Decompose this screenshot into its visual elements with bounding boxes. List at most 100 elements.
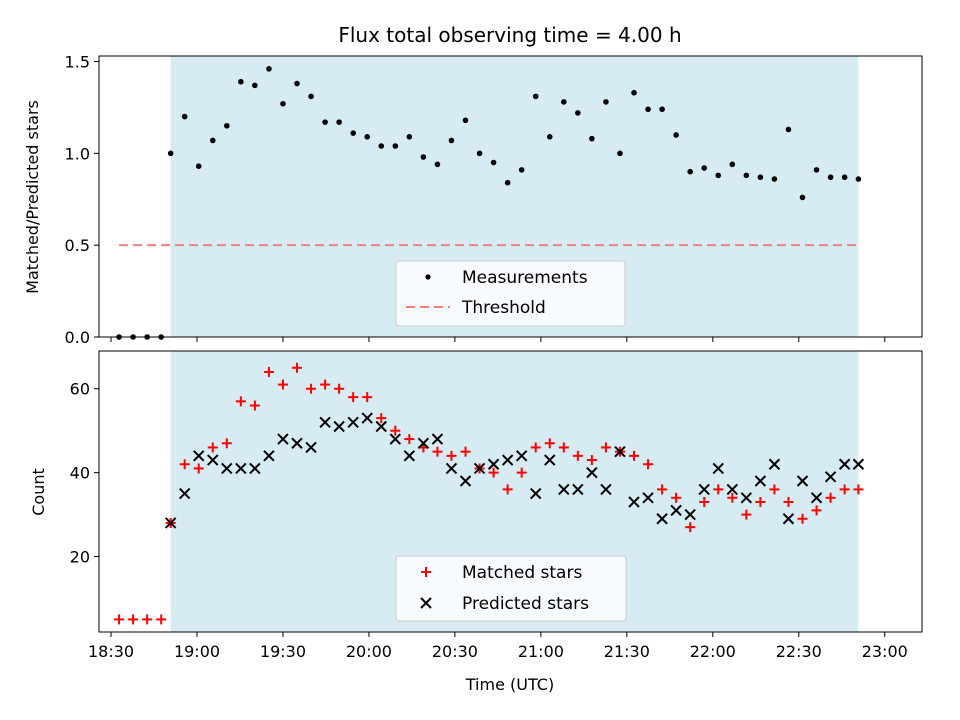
predicted-star-point bbox=[361, 412, 373, 424]
predicted-star-point bbox=[768, 458, 781, 470]
predicted-star-point bbox=[810, 492, 823, 504]
matched-star-point bbox=[263, 366, 274, 377]
matched-star-point bbox=[502, 484, 513, 495]
predicted-star-point bbox=[277, 433, 289, 445]
measurement-point bbox=[294, 80, 300, 87]
predicted-star-point bbox=[515, 450, 528, 462]
measurement-point bbox=[561, 99, 567, 105]
predicted-star-point bbox=[572, 483, 584, 496]
predicted-star-point bbox=[642, 492, 654, 504]
measurement-point bbox=[209, 137, 216, 144]
predicted-star-point bbox=[333, 420, 345, 433]
predicted-star-point bbox=[305, 441, 317, 454]
matched-star-point bbox=[685, 522, 696, 533]
measurement-point bbox=[167, 150, 174, 157]
predicted-star-point bbox=[754, 475, 767, 487]
measurement-point bbox=[729, 161, 736, 168]
matched-star-point bbox=[671, 492, 682, 503]
y-tick-label: 1.0 bbox=[65, 144, 90, 163]
measurement-point bbox=[224, 122, 230, 129]
matched-star-point bbox=[114, 614, 125, 625]
matched-star-point bbox=[193, 463, 204, 474]
predicted-star-point bbox=[347, 416, 359, 429]
measurement-point bbox=[420, 154, 427, 160]
matched-star-point bbox=[460, 446, 471, 457]
matched-star-point bbox=[783, 496, 794, 507]
measurement-point bbox=[617, 150, 623, 157]
measurement-point bbox=[364, 134, 371, 140]
measurement-point bbox=[589, 135, 595, 142]
predicted-star-point bbox=[670, 504, 682, 517]
matched-star-point bbox=[643, 459, 654, 470]
x-axis-label: Time (UTC) bbox=[465, 675, 554, 694]
legend-predicted-label: Predicted stars bbox=[462, 594, 589, 614]
legend-plus-glyph bbox=[421, 567, 431, 577]
ratio-legend: Measurements Threshold bbox=[395, 260, 626, 327]
y-tick-label: 1.5 bbox=[65, 53, 90, 72]
x-tick-label: 18:30 bbox=[88, 642, 134, 661]
predicted-star-point bbox=[824, 471, 837, 483]
count-panel: 20 40 60 18:30 19:00 19:30 20:00 20:30 21:00 21:3… bbox=[29, 350, 923, 694]
x-tick-label: 23:00 bbox=[862, 642, 908, 661]
measurement-point bbox=[322, 119, 328, 125]
predicted-star-point bbox=[193, 450, 205, 462]
matched-star-point bbox=[446, 450, 457, 461]
measurement-point bbox=[771, 176, 778, 182]
y-tick-label: 40 bbox=[70, 464, 90, 483]
predicted-star-point bbox=[249, 462, 261, 475]
measurement-point bbox=[266, 66, 272, 72]
matched-star-point bbox=[544, 438, 555, 449]
matched-star-point bbox=[348, 392, 359, 403]
y-tick-label: 60 bbox=[70, 380, 90, 399]
ratio-panel-frame bbox=[98, 55, 923, 338]
matched-star-point bbox=[376, 413, 387, 424]
ratio-legend-box bbox=[395, 260, 626, 327]
matched-star-point bbox=[235, 396, 246, 407]
x-tick-label: 22:30 bbox=[776, 642, 822, 661]
measurement-point bbox=[546, 134, 553, 140]
measurement-point bbox=[518, 167, 525, 173]
measurement-point bbox=[476, 150, 483, 157]
measurement-point bbox=[181, 113, 188, 120]
matched-star-point bbox=[727, 492, 738, 503]
predicted-star-point bbox=[782, 513, 795, 525]
legend-measurements-marker bbox=[425, 274, 431, 280]
measurement-point bbox=[532, 93, 539, 100]
matched-star-point bbox=[629, 450, 640, 461]
predicted-star-point bbox=[375, 420, 387, 433]
predicted-star-point bbox=[586, 466, 598, 479]
predicted-star-point bbox=[740, 492, 753, 504]
ratio-y-axis-label: Matched/Predicted stars bbox=[23, 100, 42, 294]
y-tick-label: 0.5 bbox=[65, 236, 90, 255]
predicted-star-point bbox=[473, 462, 486, 475]
matched-star-point bbox=[432, 446, 443, 457]
matched-star-point bbox=[825, 492, 836, 503]
matched-star-point bbox=[404, 434, 415, 445]
predicted-star-point bbox=[235, 462, 247, 475]
predicted-star-point bbox=[501, 454, 514, 466]
matched-star-point bbox=[142, 614, 153, 625]
matched-star-point bbox=[699, 496, 710, 507]
x-tick-label: 21:30 bbox=[604, 642, 650, 661]
x-tick-label: 20:30 bbox=[432, 642, 478, 661]
matched-star-point bbox=[334, 383, 345, 394]
matched-star-point bbox=[320, 379, 331, 390]
measurement-point bbox=[701, 165, 708, 171]
measurement-point bbox=[631, 89, 637, 96]
matched-star-point bbox=[713, 484, 724, 495]
count-legend: Matched stars Predicted stars bbox=[395, 555, 627, 622]
predicted-star-point bbox=[628, 496, 640, 508]
predicted-star-point bbox=[698, 483, 710, 496]
legend-matched-marker bbox=[421, 567, 431, 577]
predicted-star-point bbox=[417, 437, 430, 449]
measurement-point bbox=[687, 168, 693, 175]
matched-star-point bbox=[221, 438, 232, 449]
measurement-point bbox=[392, 143, 399, 149]
matched-star-point bbox=[390, 425, 401, 436]
measurement-point bbox=[743, 172, 750, 179]
predicted-star-point bbox=[712, 462, 724, 475]
predicted-star-point bbox=[459, 475, 472, 487]
legend-predicted-marker bbox=[420, 597, 432, 609]
predicted-star-point bbox=[530, 487, 542, 500]
